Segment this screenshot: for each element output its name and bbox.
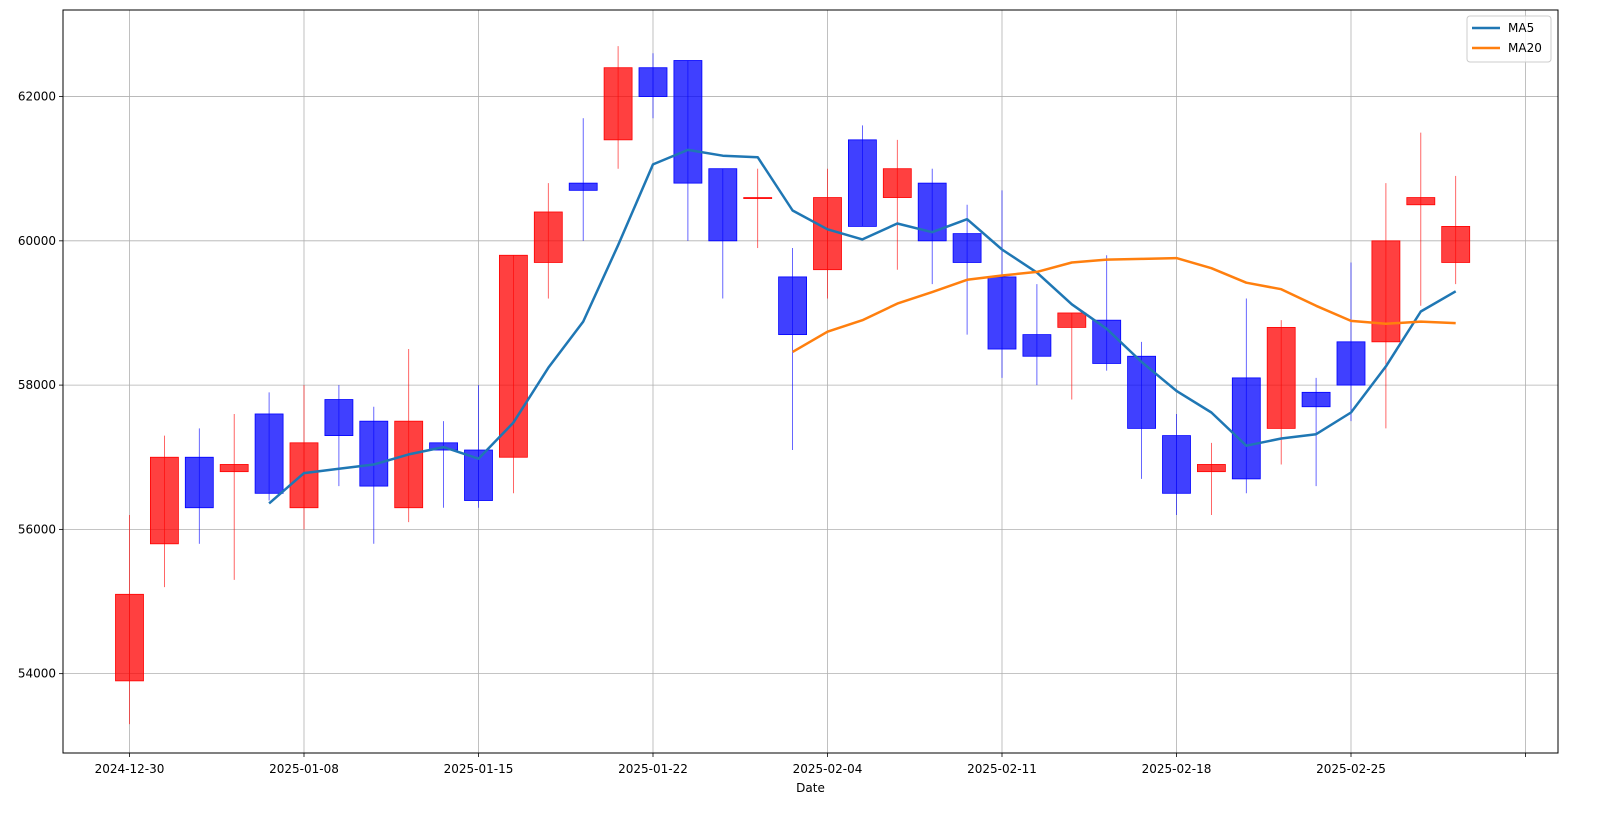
candle-body-up — [1371, 240, 1401, 343]
candle-body-down — [1162, 435, 1191, 494]
candle-body-up — [289, 442, 319, 509]
y-tick-label: 56000 — [18, 522, 56, 536]
candle-body-down — [254, 413, 284, 494]
y-tick-label: 62000 — [18, 90, 56, 104]
candle-body-up — [1197, 464, 1226, 473]
x-tick-label: 2024-12-30 — [95, 762, 165, 776]
candle-body-down — [673, 60, 703, 184]
candle-body-down — [987, 276, 1017, 350]
ma20-line — [791, 256, 1456, 353]
candle-body-up — [219, 464, 249, 473]
candle-body-down — [568, 182, 598, 191]
y-tick-label: 58000 — [18, 378, 56, 392]
candle-body-up — [1057, 312, 1087, 328]
candle-body-up — [1266, 326, 1296, 429]
y-tick-label: 60000 — [18, 234, 56, 248]
x-tick-label: 2025-02-25 — [1316, 762, 1386, 776]
candle-body-up — [498, 254, 528, 458]
candle-body-up — [115, 593, 144, 682]
candle-body-down — [1022, 334, 1052, 357]
candle-body-up — [813, 197, 842, 271]
ma5-line — [268, 148, 1457, 505]
plot-frame — [62, 9, 1559, 754]
candle-body-down — [359, 420, 389, 487]
candle-body-down — [638, 67, 668, 97]
candle-body-up — [1406, 197, 1436, 206]
legend-label-ma5: MA5 — [1508, 21, 1534, 35]
candle-body-down — [778, 276, 807, 336]
candle-body-up — [149, 456, 179, 545]
candle-body-down — [184, 456, 214, 509]
candle-body-down — [848, 139, 877, 227]
candle-body-down — [324, 399, 354, 437]
x-tick-label: 2025-01-15 — [444, 762, 514, 776]
x-tick-label: 2025-02-18 — [1142, 762, 1212, 776]
candle-body-down — [952, 233, 982, 263]
x-tick-label: 2025-02-11 — [967, 762, 1037, 776]
candle-body-up — [394, 420, 424, 509]
candle-layer — [115, 46, 1471, 725]
legend: MA5 MA20 — [1466, 15, 1552, 63]
y-tick-label: 54000 — [18, 667, 56, 681]
legend-label-ma20: MA20 — [1508, 41, 1542, 55]
candle-body-up — [882, 168, 912, 198]
candle-body-up — [743, 197, 773, 199]
candle-body-up — [533, 211, 563, 263]
candle-body-down — [708, 168, 738, 242]
candle-body-down — [1231, 377, 1261, 480]
candle-body-down — [1336, 341, 1366, 386]
candle-body-down — [1092, 319, 1122, 364]
grid-layer — [63, 10, 1558, 753]
candle-body-down — [1127, 355, 1156, 429]
x-tick-label: 2025-01-08 — [269, 762, 339, 776]
candle-body-down — [1301, 391, 1331, 408]
x-tick-label: 2025-02-04 — [793, 762, 863, 776]
candle-body-up — [1441, 226, 1471, 263]
x-axis-label: Date — [796, 781, 825, 795]
x-tick-label: 2025-01-22 — [618, 762, 688, 776]
ma-line-layer — [268, 148, 1457, 505]
candle-body-up — [603, 67, 633, 141]
axis-layer: 54000 56000 58000 60000 62000 2024-12-30 2025-… — [18, 90, 1526, 776]
